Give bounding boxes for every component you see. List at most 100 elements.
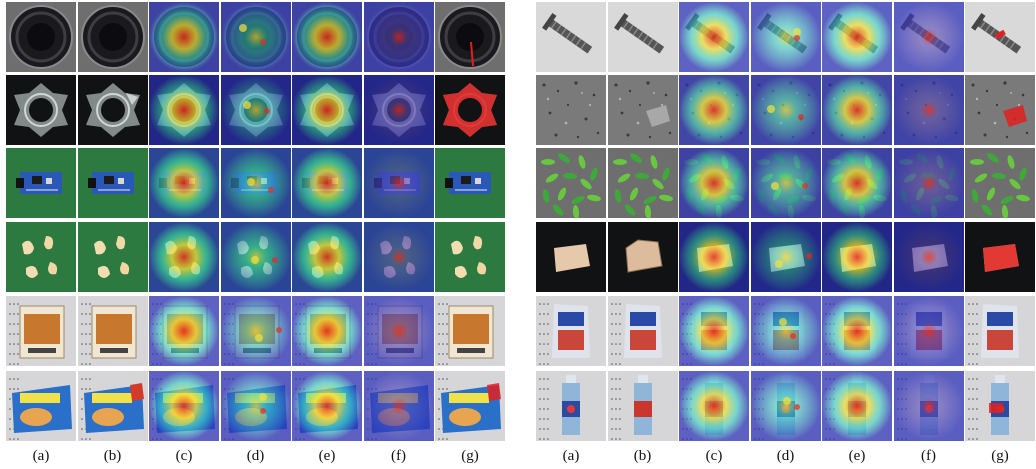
noodle-bag-image: [292, 371, 362, 441]
speckled-tile-image: [750, 75, 821, 145]
cell-left-r1-c3-heatmap-broad: [149, 2, 219, 72]
cell-right-r2-c2-anomaly: [607, 75, 678, 145]
foam-block-image: [679, 222, 749, 292]
cell-right-r1-c1-input: [536, 2, 606, 72]
noodle-bag-image: [363, 371, 434, 441]
food-box-image: [149, 296, 219, 366]
cell-right-r5-c1-input: [536, 296, 606, 366]
cell-left-r5-c3-heatmap-broad: [149, 296, 219, 366]
cell-right-r1-c2-anomaly: [607, 2, 678, 72]
cell-right-r1-c3-heatmap-broad: [679, 2, 749, 72]
snack-bag-image: [822, 296, 892, 366]
cell-right-r1-c7-mask: [965, 2, 1035, 72]
clear-ring-part-image: [363, 75, 434, 145]
green-beans-image: [893, 148, 964, 218]
round-lens-image: [149, 2, 219, 72]
circuit-board-image: [363, 148, 434, 218]
cell-right-r6-c6-heatmap-focused: [893, 371, 964, 441]
speckled-tile-image: [607, 75, 678, 145]
foam-block-image: [965, 222, 1035, 292]
cell-left-r6-c5-heatmap-broad: [292, 371, 362, 441]
screw-image: [893, 2, 964, 72]
green-beans-image: [679, 148, 749, 218]
cell-right-r3-c1-input: [536, 148, 606, 218]
column-label-right-6: (f): [921, 448, 936, 464]
cell-left-r3-c6-heatmap-focused: [363, 148, 434, 218]
cell-left-r1-c5-heatmap-broad: [292, 2, 362, 72]
cell-left-r3-c2-anomaly: [77, 148, 148, 218]
cell-right-r2-c5-heatmap-broad: [822, 75, 892, 145]
snack-bag-image: [750, 296, 821, 366]
green-beans-image: [607, 148, 678, 218]
green-beans-image: [750, 148, 821, 218]
cell-left-r6-c3-heatmap-broad: [149, 371, 219, 441]
noodle-bag-image: [435, 371, 505, 441]
cell-right-r4-c7-mask: [965, 222, 1035, 292]
food-box-image: [363, 296, 434, 366]
food-box-image: [435, 296, 505, 366]
cell-right-r6-c1-input: [536, 371, 606, 441]
cell-left-r5-c6-heatmap-focused: [363, 296, 434, 366]
column-label-right-7: (g): [991, 448, 1009, 464]
column-label-left-7: (g): [461, 448, 479, 464]
cell-right-r6-c7-mask: [965, 371, 1035, 441]
snack-bag-image: [607, 296, 678, 366]
cell-left-r4-c7-mask: [435, 222, 505, 292]
cashew-nuts-image: [220, 222, 291, 292]
cell-left-r2-c3-heatmap-broad: [149, 75, 219, 145]
cell-right-r2-c1-input: [536, 75, 606, 145]
cashew-nuts-image: [77, 222, 148, 292]
round-lens-image: [435, 2, 505, 72]
cell-right-r2-c3-heatmap-broad: [679, 75, 749, 145]
cell-left-r4-c3-heatmap-broad: [149, 222, 219, 292]
cell-left-r6-c2-anomaly: [77, 371, 148, 441]
cell-left-r1-c7-mask: [435, 2, 505, 72]
noodle-bag-image: [220, 371, 291, 441]
clear-ring-part-image: [149, 75, 219, 145]
cell-left-r2-c7-mask: [435, 75, 505, 145]
cell-right-r3-c7-mask: [965, 148, 1035, 218]
cell-left-r4-c1-input: [6, 222, 76, 292]
cell-right-r1-c4-heatmap-sparse: [750, 2, 821, 72]
foam-block-image: [750, 222, 821, 292]
food-box-image: [77, 296, 148, 366]
clear-ring-part-image: [435, 75, 505, 145]
cell-right-r5-c5-heatmap-broad: [822, 296, 892, 366]
cell-left-r3-c1-input: [6, 148, 76, 218]
cell-right-r1-c6-heatmap-focused: [893, 2, 964, 72]
cell-left-r2-c5-heatmap-broad: [292, 75, 362, 145]
screw-image: [679, 2, 749, 72]
cell-left-r3-c4-heatmap-sparse: [220, 148, 291, 218]
screw-image: [750, 2, 821, 72]
snack-bag-image: [536, 296, 606, 366]
cell-left-r6-c1-input: [6, 371, 76, 441]
green-beans-image: [536, 148, 606, 218]
cell-left-r5-c7-mask: [435, 296, 505, 366]
screw-image: [607, 2, 678, 72]
cell-left-r4-c2-anomaly: [77, 222, 148, 292]
drink-bottle-image: [607, 371, 678, 441]
cell-left-r3-c3-heatmap-broad: [149, 148, 219, 218]
screw-image: [965, 2, 1035, 72]
cell-right-r4-c2-anomaly: [607, 222, 678, 292]
clear-ring-part-image: [77, 75, 148, 145]
cell-left-r4-c5-heatmap-broad: [292, 222, 362, 292]
drink-bottle-image: [893, 371, 964, 441]
clear-ring-part-image: [6, 75, 76, 145]
cell-right-r2-c4-heatmap-sparse: [750, 75, 821, 145]
column-label-left-5: (e): [318, 448, 336, 464]
cell-right-r6-c3-heatmap-broad: [679, 371, 749, 441]
circuit-board-image: [435, 148, 505, 218]
foam-block-image: [607, 222, 678, 292]
round-lens-image: [220, 2, 291, 72]
green-beans-image: [822, 148, 892, 218]
round-lens-image: [292, 2, 362, 72]
cell-left-r2-c4-heatmap-sparse: [220, 75, 291, 145]
speckled-tile-image: [822, 75, 892, 145]
cell-right-r6-c4-heatmap-sparse: [750, 371, 821, 441]
cell-right-r6-c2-anomaly: [607, 371, 678, 441]
cell-left-r3-c5-heatmap-broad: [292, 148, 362, 218]
cell-left-r6-c4-heatmap-sparse: [220, 371, 291, 441]
circuit-board-image: [149, 148, 219, 218]
column-label-right-4: (d): [776, 448, 795, 464]
